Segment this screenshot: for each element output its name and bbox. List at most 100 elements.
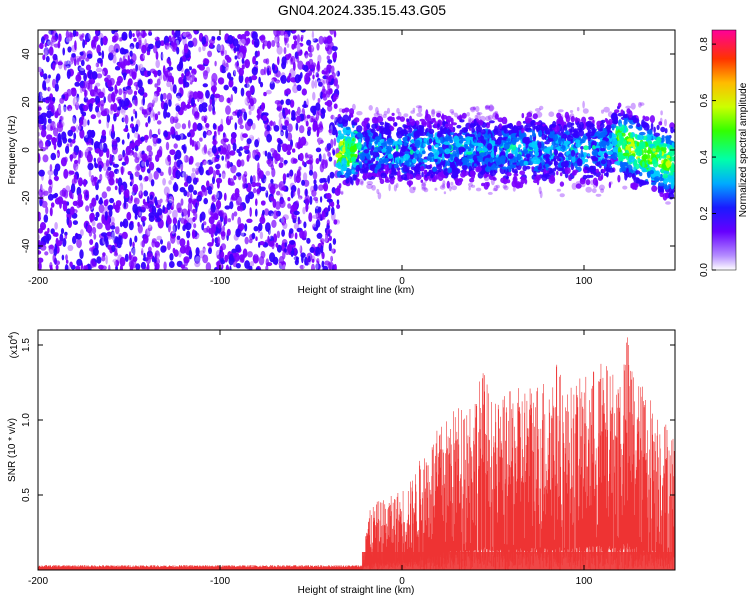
spectrogram-cell <box>451 185 458 191</box>
spectrogram-cell <box>353 117 360 123</box>
spectrogram-cell <box>94 86 98 93</box>
spectrogram-cell <box>171 224 176 235</box>
spectrogram-cell <box>265 265 269 270</box>
spectrogram-cell <box>226 143 231 152</box>
spectrogram-cell <box>409 118 416 127</box>
spectrogram-cell <box>368 105 373 111</box>
spectrogram-cell <box>384 157 389 162</box>
spectrogram-cell <box>157 111 161 116</box>
spectrogram-cell <box>312 171 318 180</box>
spectrogram-cell <box>183 189 188 197</box>
spectrogram-cell <box>251 232 256 240</box>
spectrogram-cell <box>134 145 139 152</box>
spectrogram-cell <box>176 46 180 55</box>
spectrogram-cell <box>102 162 107 172</box>
spectrogram-cell <box>257 113 260 121</box>
spectrogram-cell <box>622 185 628 190</box>
spectrogram-cell <box>241 45 247 55</box>
spectrogram-cell <box>123 198 127 209</box>
spectrogram-cell <box>301 254 304 264</box>
spectrogram-cell <box>412 158 417 164</box>
spectrogram-cell <box>376 188 380 195</box>
spectrogram-cell <box>327 175 330 184</box>
spectrogram-cell <box>153 45 158 54</box>
spectrogram-cell <box>140 240 146 248</box>
spectrogram-cell <box>288 170 293 180</box>
spectrogram-cell <box>485 115 491 122</box>
spectrogram-cell <box>488 120 495 124</box>
spectrogram-cell <box>421 150 426 155</box>
spectrogram-cell <box>168 196 174 204</box>
spectrogram-cell <box>247 251 253 258</box>
spectrogram-cell <box>257 50 260 57</box>
spectrogram-cell <box>207 150 211 155</box>
spectrogram-cell <box>584 166 589 171</box>
spectrogram-cell <box>477 139 484 143</box>
spectrogram-cell <box>198 166 202 173</box>
spectrogram-cell <box>42 54 46 61</box>
spectrogram-cell <box>324 207 328 213</box>
spectrogram-cell <box>132 33 135 38</box>
spectrogram-cell <box>128 221 134 231</box>
spectrogram-cell <box>548 176 556 184</box>
spectrogram-cell <box>120 250 124 257</box>
spectrogram-cell <box>612 120 619 125</box>
spectrogram-cell <box>598 184 605 191</box>
spectrogram-cell <box>98 51 102 56</box>
spectrogram-cell <box>168 180 172 185</box>
spectrogram-cell <box>376 110 380 116</box>
spectrogram-cell <box>460 171 466 178</box>
spectrogram-cell <box>209 42 214 48</box>
spectrogram-cell <box>302 33 307 44</box>
spectrogram-cell <box>195 202 198 212</box>
spectrogram-cell <box>189 66 192 71</box>
spectrogram-cell <box>133 37 137 42</box>
spectrogram-cell <box>517 146 521 153</box>
spectrogram-cell <box>403 137 406 143</box>
spectrogram-cell <box>63 168 69 179</box>
spectrogram-cell <box>545 102 548 106</box>
spectrogram-cell <box>371 123 378 129</box>
spectrogram-cell <box>110 129 116 140</box>
spectrogram-cell <box>263 91 267 97</box>
spectrogram-cell <box>333 103 338 109</box>
spectrogram-cell <box>254 154 260 161</box>
spectrogram-cell <box>124 114 129 125</box>
spectrogram-cell <box>488 133 492 139</box>
spectrogram-cell <box>43 47 50 56</box>
spectrogram-cell <box>207 242 214 247</box>
spectrogram-cell <box>437 172 444 177</box>
spectrogram-cell <box>114 84 118 93</box>
spectrogram-cell <box>192 177 198 185</box>
spectrogram-cell <box>76 258 83 266</box>
spectrogram-cell <box>295 257 299 263</box>
spectrogram-cell <box>312 121 319 130</box>
spectrogram-cell <box>115 178 119 184</box>
spectrogram-cell <box>559 193 565 198</box>
spectrogram-cell <box>195 145 198 151</box>
spectrogram-cell <box>165 141 170 151</box>
spectrogram-cell <box>653 126 656 133</box>
spectrogram-cell <box>67 104 73 112</box>
spectrogram-cell <box>175 95 181 101</box>
spectrogram-cell <box>206 180 210 188</box>
spectrogram-cell <box>156 235 162 241</box>
spectrogram-cell <box>647 171 651 179</box>
spectrogram-cell <box>441 183 446 189</box>
spectrogram-cell <box>190 172 196 182</box>
spectrogram-cell <box>320 108 326 115</box>
spectrogram-cell <box>282 250 286 260</box>
spectrogram-cell <box>359 161 363 169</box>
spectrogram-cell <box>75 74 82 82</box>
spectrogram-cell <box>320 131 324 140</box>
spectrogram-cell <box>48 46 54 56</box>
spectrogram-cell <box>366 180 373 186</box>
spectrogram-cell <box>47 227 50 234</box>
spectrogram-cell <box>208 149 212 156</box>
spectrogram-cell <box>280 216 285 223</box>
spectrogram-cell <box>281 229 285 237</box>
spectrogram-cell <box>301 88 307 96</box>
spectrogram-cell <box>236 99 239 109</box>
spectrogram-cell <box>74 50 81 56</box>
spectrogram-cell <box>58 235 64 244</box>
